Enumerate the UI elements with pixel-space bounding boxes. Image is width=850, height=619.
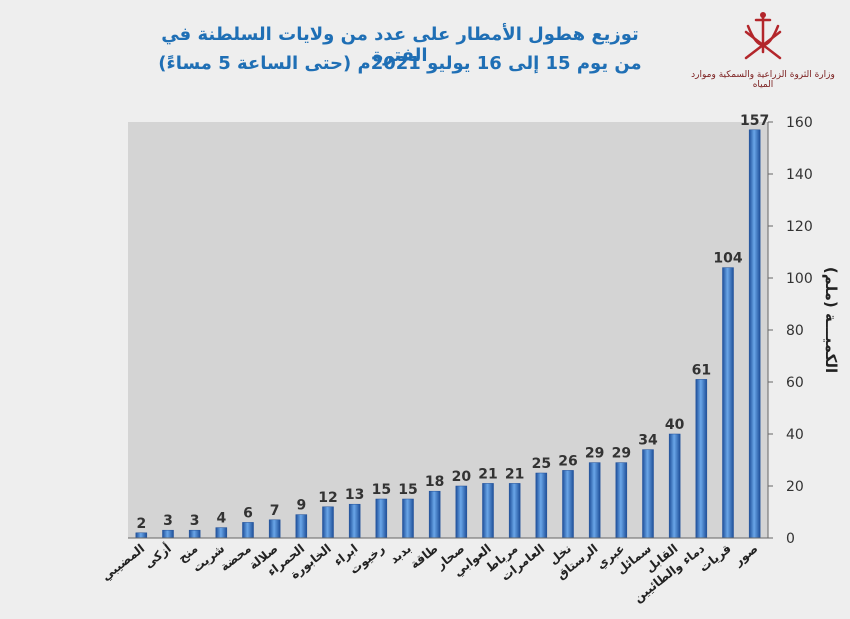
bar [428,490,441,539]
ministry-logo: وزارة الثروة الزراعية والسمكية وموارد ال… [688,6,838,90]
bar [562,470,574,539]
y-tick-label: 100 [786,271,813,287]
bar-value-label: 3 [163,513,173,529]
plot-area [128,122,768,538]
chart-title: توزيع هطول الأمطار على عدد من ولايات الس… [161,24,639,66]
y-axis-label: الكميـــة (ملم) [822,267,840,373]
bar-value-label: 61 [692,362,711,378]
bar-value-label: 104 [713,251,742,267]
y-tick-label: 80 [786,323,804,339]
bar-value-label: 13 [345,487,364,503]
x-tick-label: المضيبي [99,541,147,583]
bar [402,498,414,539]
bar-value-label: 34 [638,433,658,449]
bar-value-label: 157 [740,113,769,129]
bar [668,433,681,539]
bar [535,472,548,539]
bar-value-label: 25 [532,456,551,472]
bar-value-label: 29 [585,446,604,462]
y-tick-label: 160 [786,115,813,131]
bar [722,267,734,539]
x-tick-label: طاقة [408,541,441,571]
bar [748,129,761,539]
bar [322,506,334,539]
bar-value-label: 3 [190,513,200,529]
khanjar-emblem-icon [744,12,782,60]
bar-value-label: 21 [505,466,524,482]
bar [482,483,494,539]
bar [455,485,468,539]
y-tick-label: 40 [786,427,804,443]
bar [188,529,201,539]
bar [268,519,281,539]
chart-subtitle: من يوم 15 إلى 16 يوليو 2021م (حتى الساعة… [158,53,642,74]
x-tick-label: أزكى [141,541,174,571]
bar [295,514,308,539]
bar-value-label: 9 [296,498,306,514]
bar [162,529,174,539]
x-tick-label: صور [731,541,762,569]
bar [642,449,654,539]
bar-value-label: 26 [558,453,577,469]
bar [615,462,628,539]
bar [348,503,361,539]
y-tick-label: 20 [786,479,804,495]
x-tick-label: محضة [217,541,253,574]
bar [588,462,601,539]
bar [508,483,521,539]
ministry-name: وزارة الثروة الزراعية والسمكية وموارد ال… [691,70,835,90]
bar-value-label: 29 [612,446,631,462]
bar-value-label: 7 [270,503,280,519]
bar-value-label: 40 [665,417,685,433]
bar-value-label: 21 [478,466,497,482]
bar-value-label: 15 [372,482,391,498]
y-tick-label: 120 [786,219,813,235]
bar-value-label: 18 [425,474,444,490]
bar-value-label: 6 [243,505,253,521]
bar-value-label: 15 [398,482,417,498]
y-tick-label: 140 [786,167,813,183]
bar [242,522,254,539]
bar [695,379,708,539]
bar-value-label: 2 [136,516,146,532]
bar [375,498,388,539]
bar [215,527,228,539]
bar-value-label: 4 [216,511,226,527]
bar [135,532,148,539]
y-tick-label: 0 [786,531,795,547]
bar-value-label: 12 [318,490,337,506]
bar-value-label: 20 [452,469,472,485]
y-tick-label: 60 [786,375,804,391]
